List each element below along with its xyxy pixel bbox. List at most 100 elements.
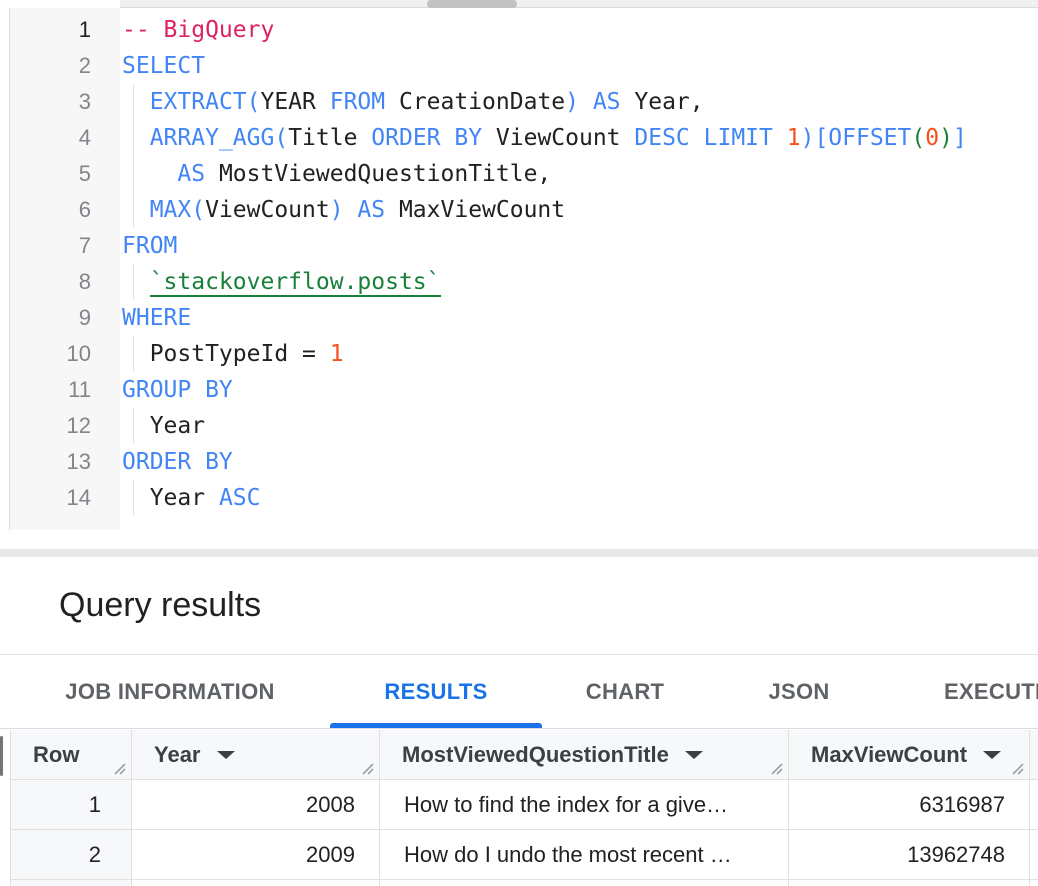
code-line[interactable]: ORDER BY [122, 444, 1038, 480]
code-token: -- BigQuery [122, 17, 275, 43]
tab-label: RESULTS [384, 678, 488, 704]
editor-hscrollbar[interactable] [120, 0, 1038, 8]
column-header-row[interactable]: Row [11, 730, 132, 780]
table-cell: 6316987 [789, 780, 1030, 830]
code-token [773, 125, 787, 151]
column-resize-grip[interactable] [359, 760, 374, 775]
code-token: ) AS [565, 89, 621, 115]
code-line[interactable]: `stackoverflow.posts` [122, 264, 1038, 300]
line-number: 7 [78, 233, 91, 258]
table-cell [789, 880, 1030, 886]
table-cell [1030, 780, 1038, 830]
sort-dropdown-icon[interactable] [216, 750, 235, 759]
code-token: GROUP BY [122, 377, 233, 403]
line-number: 10 [66, 341, 91, 366]
tab-label: JOB INFORMATION [65, 678, 275, 704]
tab-label: EXECUTION DETAILS [943, 678, 1038, 704]
column-resize-grip[interactable] [768, 760, 783, 775]
column-header-extra[interactable] [1030, 730, 1038, 780]
code-token: 0 [925, 125, 940, 151]
results-tabbar: JOB INFORMATION RESULTS CHART JSON EXECUTION… [0, 655, 1038, 729]
tab-chart[interactable]: CHART [542, 655, 708, 728]
code-token: SELECT [122, 53, 206, 79]
code-line[interactable]: FROM [122, 228, 1038, 264]
code-token [122, 269, 150, 295]
table-cell [1030, 880, 1038, 886]
code-line[interactable]: Year [122, 408, 1038, 444]
table-cell [380, 880, 789, 886]
code-line[interactable]: GROUP BY [122, 372, 1038, 408]
tab-execution-details[interactable]: EXECUTION DETAILS [890, 655, 1038, 728]
code-token: WHERE [122, 305, 192, 331]
line-number: 3 [78, 89, 91, 114]
line-number: 13 [66, 449, 91, 474]
code-line[interactable]: ARRAY_AGG(Title ORDER BY ViewCount DESC … [122, 120, 1038, 156]
table-cell: 2009 [132, 830, 380, 880]
code-token: ] [952, 125, 967, 151]
results-vscrollbar-thumb[interactable] [0, 736, 3, 776]
table-cell: 1 [11, 780, 132, 830]
code-line[interactable]: MAX(ViewCount) AS MaxViewCount [122, 192, 1038, 228]
column-header-label: Row [33, 741, 80, 767]
code-line[interactable]: SELECT [122, 48, 1038, 84]
code-line[interactable]: PostTypeId = 1 [122, 336, 1038, 372]
code-token: ViewCount [205, 197, 330, 223]
tab-results[interactable]: RESULTS [330, 655, 542, 728]
tab-label: JSON [768, 678, 830, 704]
line-number: 9 [78, 305, 91, 330]
table-cell: How to find the index for a give… [380, 780, 789, 830]
line-number: 8 [78, 269, 91, 294]
sort-dropdown-icon[interactable] [684, 750, 703, 759]
code-line[interactable]: -- BigQuery [122, 12, 1038, 48]
code-line[interactable]: WHERE [122, 300, 1038, 336]
table-reference-link[interactable]: `stackoverflow.posts` [149, 269, 441, 297]
code-line[interactable]: Year ASC [122, 480, 1038, 516]
column-header-label: MostViewedQuestionTitle [402, 741, 669, 767]
code-token [122, 161, 177, 187]
column-resize-grip[interactable] [111, 760, 126, 775]
line-number: 11 [68, 377, 91, 402]
table-cell: 2008 [132, 780, 380, 830]
code-token: CreationDate [385, 89, 566, 115]
code-token [122, 197, 150, 223]
code-line[interactable]: AS MostViewedQuestionTitle, [122, 156, 1038, 192]
tab-label: CHART [585, 678, 665, 704]
code-line[interactable]: EXTRACT(YEAR FROM CreationDate) AS Year, [122, 84, 1038, 120]
column-header-year[interactable]: Year [132, 730, 380, 780]
column-header-maxviewcount[interactable]: MaxViewCount [789, 730, 1030, 780]
editor-code[interactable]: -- BigQuery SELECT EXTRACT(YEAR FROM Crea… [122, 8, 1038, 516]
code-token: ASC [218, 485, 261, 511]
code-token: ) AS [329, 197, 386, 223]
editor-hscrollbar-thumb[interactable] [427, 0, 517, 8]
code-token: ARRAY_AGG( [149, 125, 289, 151]
query-results-header: Query results [0, 557, 1038, 655]
code-token [122, 125, 150, 151]
table-row [11, 880, 1038, 886]
line-number: 2 [78, 53, 91, 78]
tab-json[interactable]: JSON [708, 655, 890, 728]
code-token: ORDER BY [122, 449, 233, 475]
tab-job-information[interactable]: JOB INFORMATION [10, 655, 330, 728]
column-header-mostviewedquestiontitle[interactable]: MostViewedQuestionTitle [380, 730, 789, 780]
code-token: ViewCount [482, 125, 635, 151]
line-number: 5 [78, 161, 91, 186]
code-token: ( [911, 125, 926, 151]
code-token: 1 [786, 125, 801, 151]
active-tab-underline [330, 723, 542, 728]
line-number: 1 [78, 17, 91, 42]
code-token: AS [177, 161, 206, 187]
line-number: 4 [78, 125, 91, 150]
table-cell: 13962748 [789, 830, 1030, 880]
code-token: PostTypeId = [122, 341, 330, 367]
line-number: 6 [78, 197, 91, 222]
sort-dropdown-icon[interactable] [983, 750, 1002, 759]
column-header-label: MaxViewCount [811, 741, 968, 767]
table-cell [1030, 830, 1038, 880]
column-resize-grip[interactable] [1009, 760, 1024, 775]
code-token: YEAR [260, 89, 330, 115]
column-header-label: Year [154, 741, 201, 767]
results-table: Row Year MostViewedQuestionTitle MaxViewCou… [10, 730, 1038, 886]
code-token [122, 89, 150, 115]
code-token: MostViewedQuestionTitle, [205, 161, 552, 187]
code-token: EXTRACT( [149, 89, 261, 115]
